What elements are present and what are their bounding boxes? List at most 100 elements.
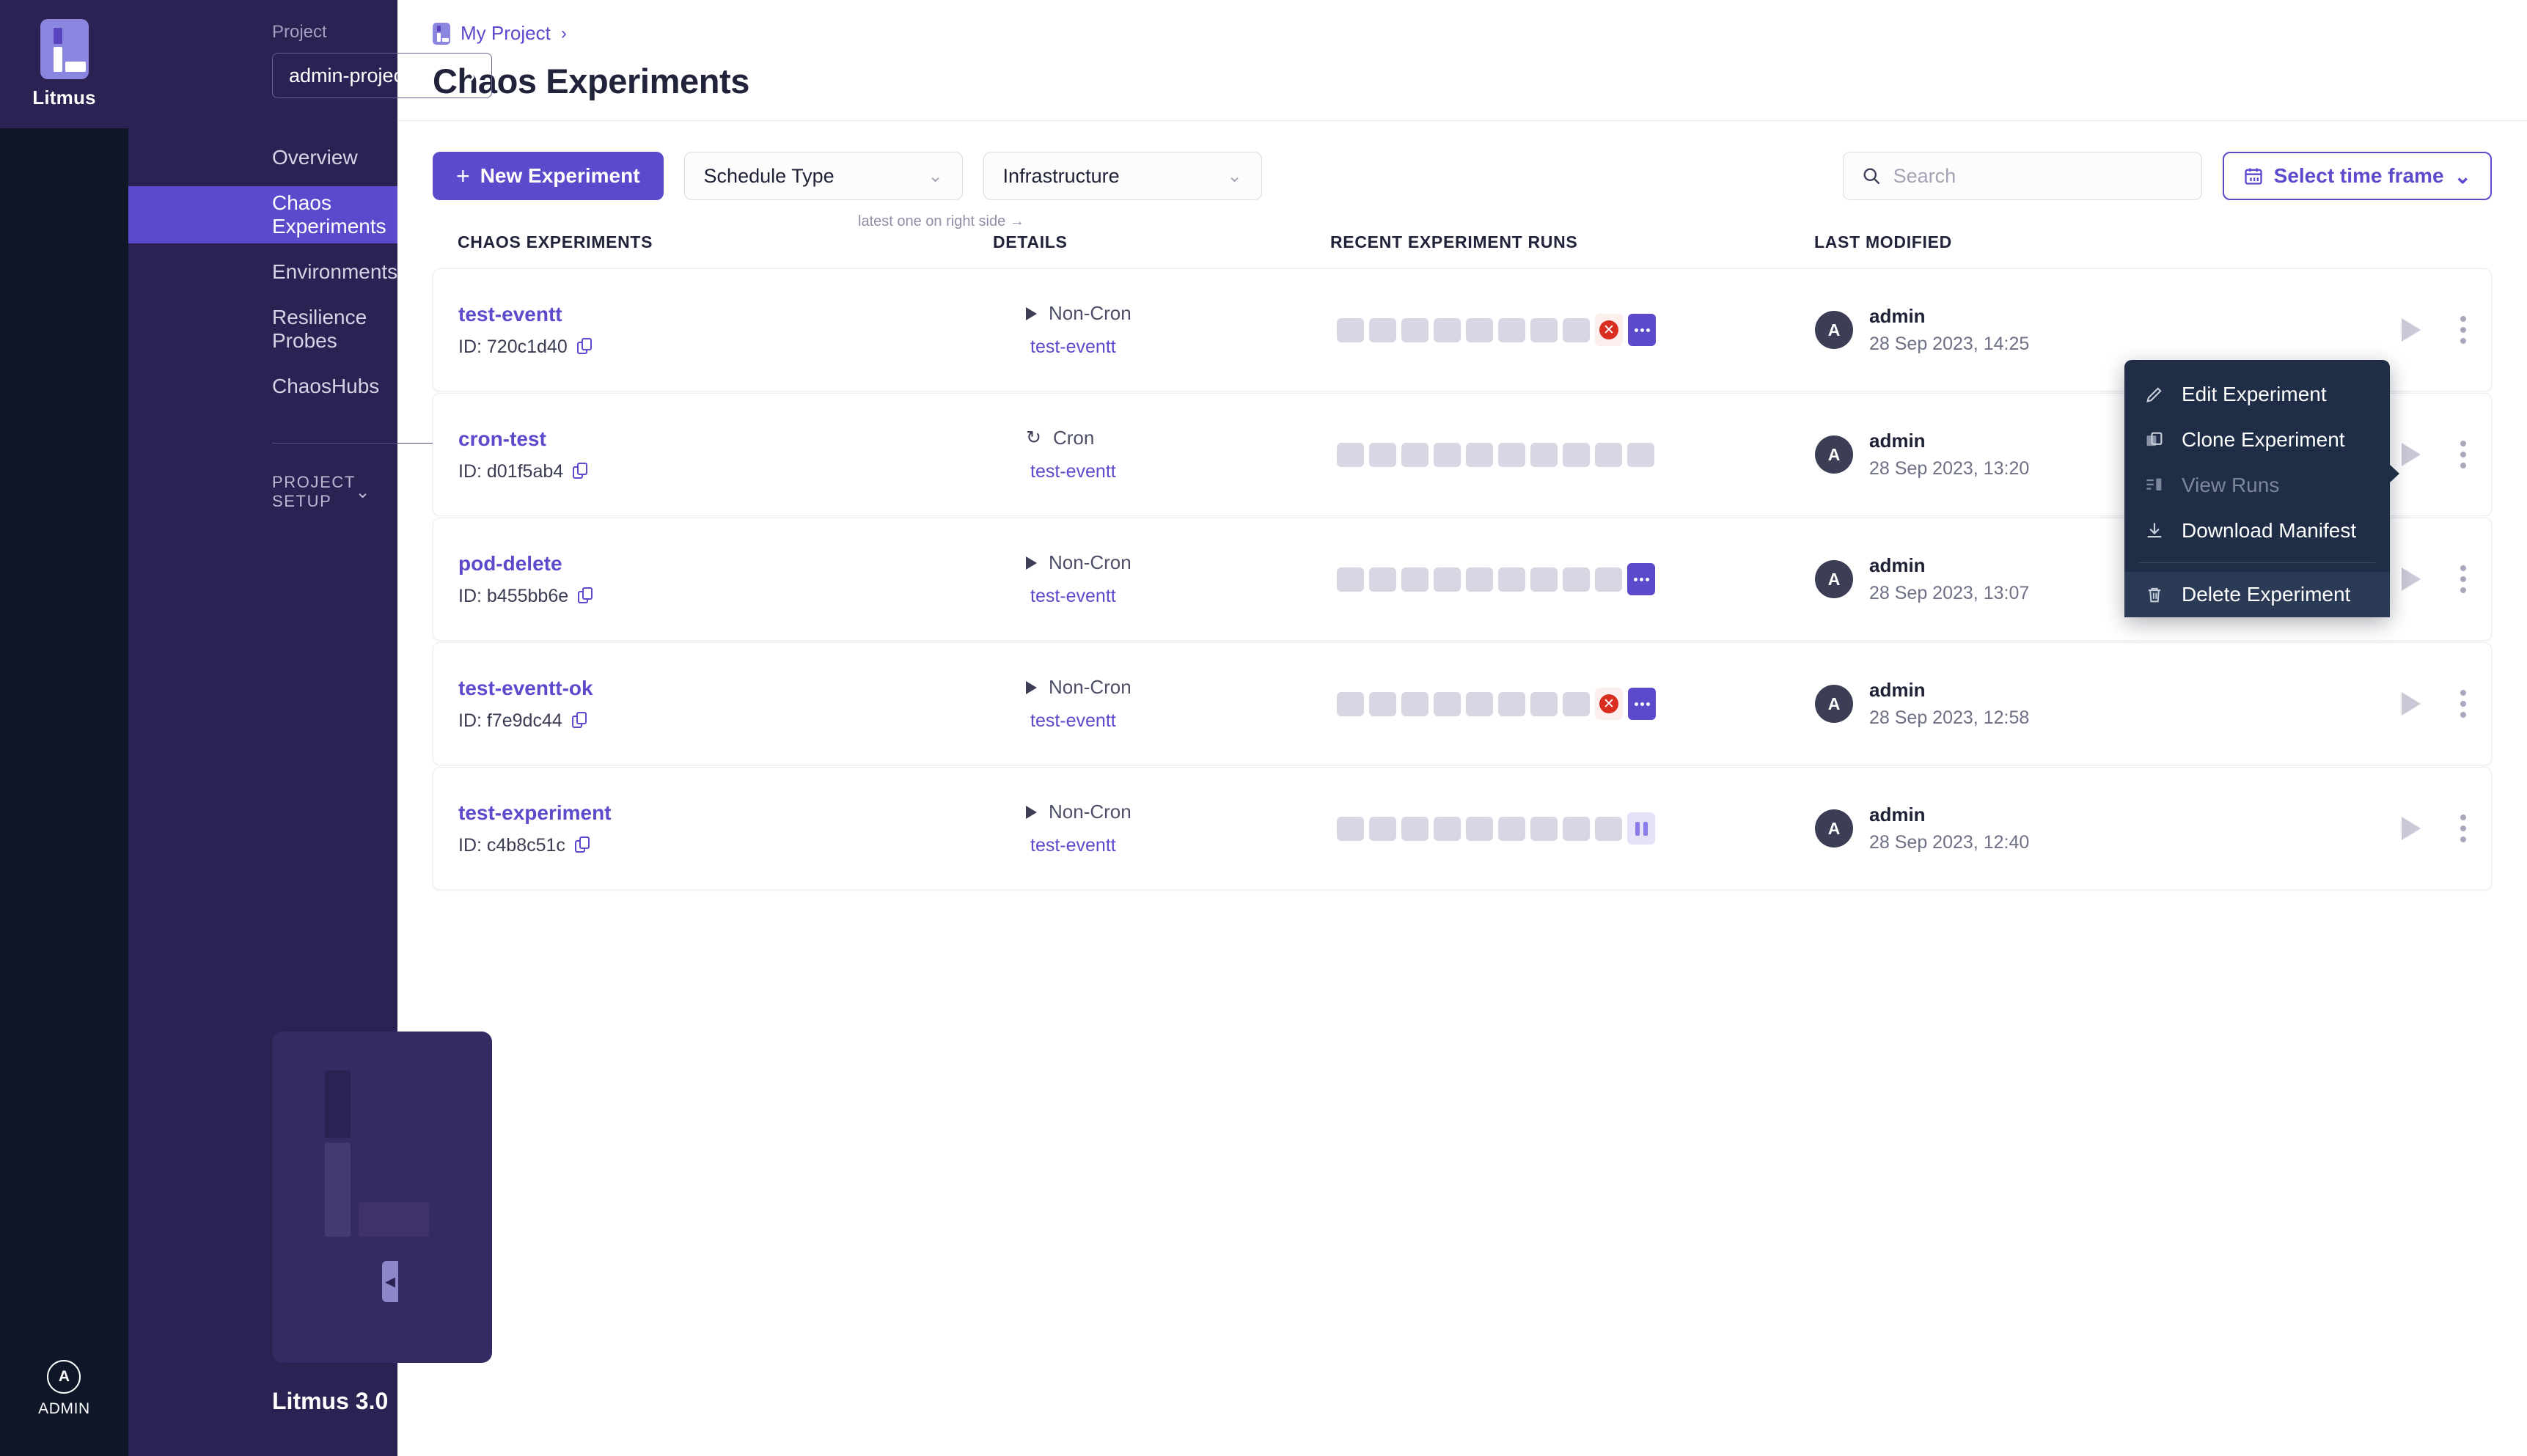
breadcrumb-project-link[interactable]: My Project	[461, 22, 551, 44]
collapse-left-icon[interactable]: ◀	[382, 1261, 398, 1302]
experiment-name-link[interactable]: test-eventt-ok	[458, 676, 593, 699]
copy-icon[interactable]	[578, 587, 594, 605]
run-status-pending-chip[interactable]	[1337, 691, 1364, 716]
experiment-name-link[interactable]: test-experiment	[458, 801, 612, 824]
run-status-pending-chip[interactable]	[1466, 442, 1493, 467]
run-status-pending-chip[interactable]	[1498, 317, 1525, 342]
run-status-failed-icon[interactable]: ✕	[1595, 314, 1623, 346]
kebab-menu-icon[interactable]	[2457, 562, 2469, 596]
run-status-pending-chip[interactable]	[1498, 816, 1525, 841]
copy-icon[interactable]	[571, 712, 588, 729]
kebab-menu-icon[interactable]	[2457, 438, 2469, 471]
run-status-pending-chip[interactable]	[1530, 317, 1558, 342]
run-status-pending-chip[interactable]	[1595, 567, 1622, 592]
run-status-pending-chip[interactable]	[1434, 816, 1461, 841]
run-status-pending-chip[interactable]	[1563, 691, 1590, 716]
infrastructure-select[interactable]: Infrastructure ⌄	[983, 152, 1262, 200]
kebab-menu-icon[interactable]	[2457, 313, 2469, 347]
run-status-pending-chip[interactable]	[1530, 816, 1558, 841]
sidebar-item-chaoshubs[interactable]: ChaosHubs	[128, 358, 397, 415]
search-input[interactable]	[1893, 164, 2184, 188]
select-time-frame-button[interactable]: Select time frame ⌄	[2222, 152, 2492, 200]
copy-icon[interactable]	[574, 837, 591, 854]
experiment-name-link[interactable]: pod-delete	[458, 551, 562, 575]
run-status-pending-chip[interactable]	[1369, 317, 1396, 342]
play-icon[interactable]	[2402, 318, 2421, 342]
run-status-pending-chip[interactable]	[1369, 691, 1396, 716]
run-status-running-icon[interactable]	[1628, 314, 1656, 346]
context-menu-item-download-manifest[interactable]: Download Manifest	[2124, 508, 2390, 554]
run-status-running-icon[interactable]	[1627, 563, 1655, 595]
run-status-pending-chip[interactable]	[1434, 442, 1461, 467]
run-status-pending-chip[interactable]	[1466, 691, 1493, 716]
search-box[interactable]	[1842, 152, 2202, 200]
breadcrumb[interactable]: My Project ›	[433, 22, 2492, 45]
run-status-pending-chip[interactable]	[1563, 816, 1590, 841]
play-icon[interactable]	[2402, 817, 2421, 840]
run-status-pending-chip[interactable]	[1498, 442, 1525, 467]
run-status-pending-chip[interactable]	[1530, 691, 1558, 716]
infrastructure-link[interactable]: test-eventt	[1030, 337, 1116, 357]
run-status-pending-chip[interactable]	[1530, 442, 1558, 467]
run-status-pending-chip[interactable]	[1595, 816, 1622, 841]
infrastructure-link[interactable]: test-eventt	[1030, 710, 1116, 731]
run-status-pending-chip[interactable]	[1401, 317, 1428, 342]
run-status-pending-chip[interactable]	[1627, 442, 1654, 467]
schedule-type-select[interactable]: Schedule Type ⌄	[683, 152, 963, 200]
run-status-pending-chip[interactable]	[1434, 567, 1461, 592]
context-menu-item-delete-experiment[interactable]: Delete Experiment	[2124, 572, 2390, 617]
run-status-running-icon[interactable]	[1628, 688, 1656, 720]
play-icon[interactable]	[2402, 443, 2421, 466]
sidebar-section-project-setup[interactable]: PROJECT SETUP ⌄	[128, 473, 397, 511]
row-context-menu[interactable]: Edit Experiment Clone Experiment View Ru…	[2124, 360, 2399, 617]
copy-icon[interactable]	[576, 338, 593, 356]
run-status-pending-chip[interactable]	[1369, 442, 1396, 467]
avatar[interactable]: A	[47, 1360, 81, 1394]
context-menu-item-edit-experiment[interactable]: Edit Experiment	[2124, 372, 2390, 417]
run-status-pending-chip[interactable]	[1563, 317, 1590, 342]
run-status-pending-chip[interactable]	[1337, 442, 1364, 467]
infrastructure-link[interactable]: test-eventt	[1030, 586, 1116, 606]
run-status-pending-chip[interactable]	[1498, 567, 1525, 592]
rail-brand-block[interactable]: Litmus	[0, 0, 128, 128]
run-status-pending-chip[interactable]	[1563, 567, 1590, 592]
run-status-pending-chip[interactable]	[1401, 442, 1428, 467]
run-status-pending-chip[interactable]	[1401, 567, 1428, 592]
run-status-paused-icon[interactable]	[1627, 812, 1655, 845]
run-status-pending-chip[interactable]	[1530, 567, 1558, 592]
sidebar-item-overview[interactable]: Overview	[128, 129, 397, 186]
infrastructure-link[interactable]: test-eventt	[1030, 461, 1116, 482]
run-status-pending-chip[interactable]	[1337, 567, 1364, 592]
run-status-pending-chip[interactable]	[1369, 567, 1396, 592]
play-icon[interactable]	[2402, 692, 2421, 716]
run-status-pending-chip[interactable]	[1434, 691, 1461, 716]
context-menu-item-clone-experiment[interactable]: Clone Experiment	[2124, 417, 2390, 463]
run-status-pending-chip[interactable]	[1337, 816, 1364, 841]
experiment-name-link[interactable]: cron-test	[458, 427, 546, 450]
table-row[interactable]: test-eventt-ok ID: f7e9dc44 Non-Cron test-e…	[433, 642, 2492, 765]
run-status-failed-icon[interactable]: ✕	[1595, 688, 1623, 720]
run-status-pending-chip[interactable]	[1595, 442, 1622, 467]
run-status-pending-chip[interactable]	[1466, 317, 1493, 342]
sidebar-item-resilience-probes[interactable]: Resilience Probes	[128, 301, 397, 358]
kebab-menu-icon[interactable]	[2457, 812, 2469, 845]
play-icon[interactable]	[2402, 567, 2421, 591]
sidebar-item-environments[interactable]: Environments	[128, 243, 397, 301]
run-status-pending-chip[interactable]	[1466, 567, 1493, 592]
run-status-pending-chip[interactable]	[1401, 816, 1428, 841]
run-status-pending-chip[interactable]	[1498, 691, 1525, 716]
rail-user-block[interactable]: A ADMIN	[38, 1360, 90, 1418]
table-row[interactable]: test-experiment ID: c4b8c51c Non-Cron test-…	[433, 767, 2492, 890]
run-status-pending-chip[interactable]	[1401, 691, 1428, 716]
sidebar-item-chaos-experiments[interactable]: Chaos Experiments	[128, 186, 397, 243]
run-status-pending-chip[interactable]	[1337, 317, 1364, 342]
kebab-menu-icon[interactable]	[2457, 687, 2469, 721]
run-status-pending-chip[interactable]	[1434, 317, 1461, 342]
run-status-pending-chip[interactable]	[1563, 442, 1590, 467]
run-status-pending-chip[interactable]	[1369, 816, 1396, 841]
project-selector[interactable]: admin-project ›	[272, 53, 492, 98]
run-status-pending-chip[interactable]	[1466, 816, 1493, 841]
infrastructure-link[interactable]: test-eventt	[1030, 835, 1116, 856]
copy-icon[interactable]	[573, 463, 589, 480]
experiment-name-link[interactable]: test-eventt	[458, 302, 562, 326]
